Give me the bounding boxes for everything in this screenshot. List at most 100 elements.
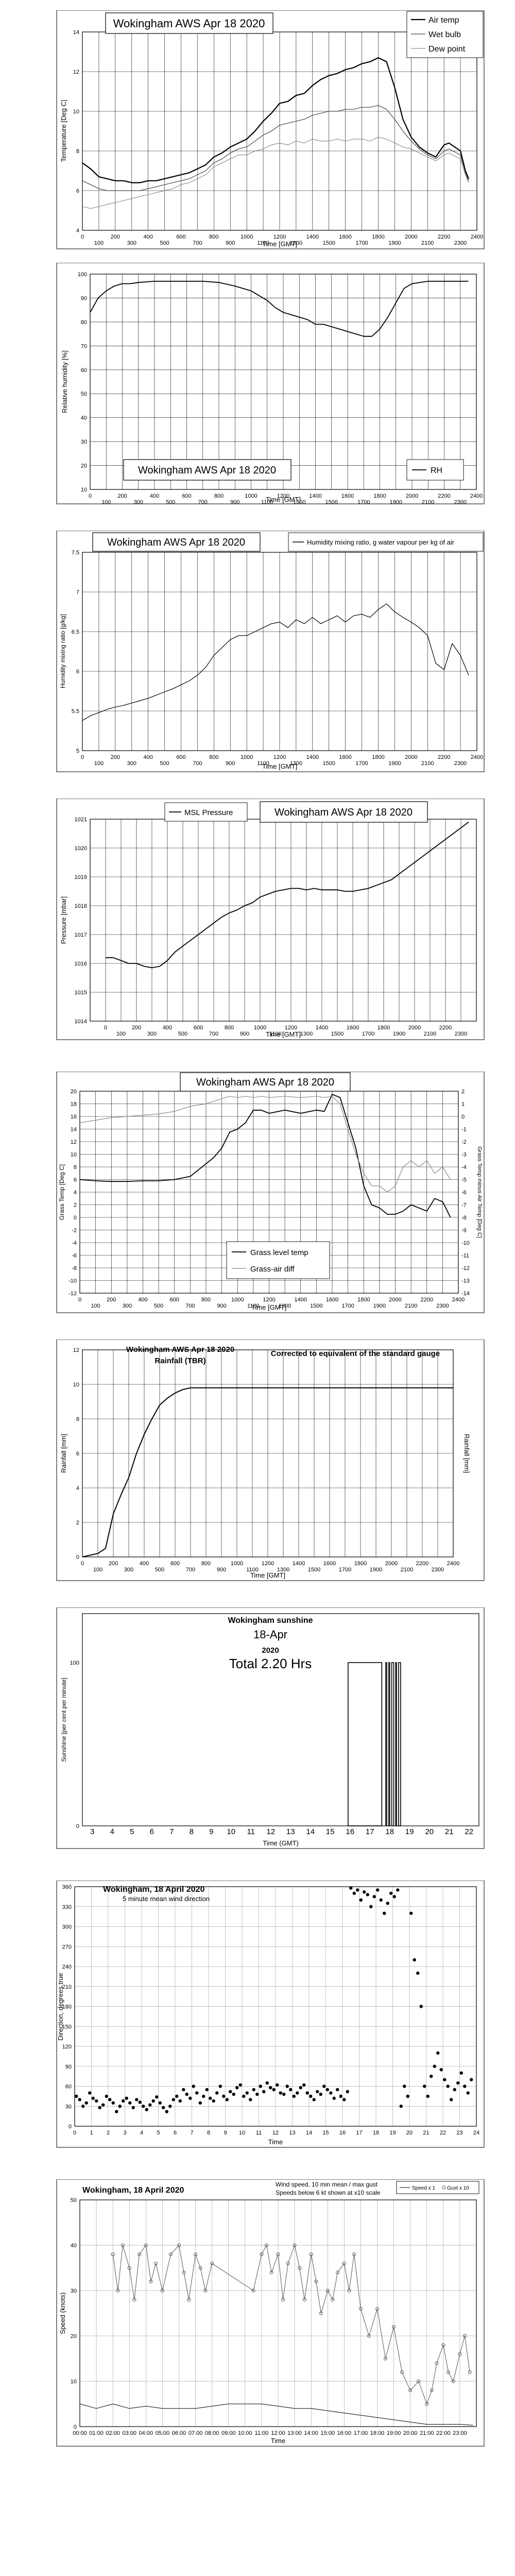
pressure-chart-panel: 1014 1015 1016 1017 1018 1019 1020 1021 0 100 200 3… [0,799,515,1041]
x-tick-label: 1500 [331,1031,344,1037]
y-axis-label: Direction, degrees true [57,1973,64,2041]
y2-tick-label: -13 [461,1278,470,1284]
x-tick-label: 200 [117,493,127,499]
x-tick-label: 11 [256,2130,262,2136]
direction-point [426,2094,430,2098]
y2-tick-label: -11 [461,1253,469,1259]
x-tick-label: 1300 [290,760,302,767]
x-tick-label: 15 [326,1827,335,1836]
direction-point [416,1971,420,1975]
x-tick-label: 400 [138,1297,147,1303]
x-tick-label: 1500 [310,1303,322,1309]
legend-item-rh: RH [412,466,442,475]
y-axis-label: Rainfall [mm] [60,1434,67,1473]
x-tick-label: 1700 [357,499,370,505]
direction-point [91,2096,95,2100]
x-tick-label: 02:00 [106,2430,120,2436]
x-tick-label: 04:00 [139,2430,153,2436]
gust-point [182,2270,186,2275]
x-tick-label: 2 [107,2130,110,2136]
x-tick-label: 1200 [262,1561,274,1567]
direction-point [356,1888,359,1892]
x-tick-label: 600 [182,493,191,499]
x-tick-label: 1600 [339,234,351,240]
direction-point [336,2088,339,2092]
gust-point [425,2402,429,2406]
sunshine-chart: 0 100 3 4 5 6 7 8 9 10 11 12 13 14 15 16 17 18 19 20 21 22 Wo… [56,1607,485,1849]
x-tick-label: 1200 [273,754,286,760]
series-line-grass-level-temp [79,1094,451,1218]
x-tick-label: 300 [127,760,136,767]
gust-point [168,2252,173,2257]
chart-title: Wokingham, 18 April 2020 [103,1885,205,1894]
y-tick-label: 1020 [75,845,87,852]
direction-point [75,2094,78,2098]
y2-tick-label: -3 [461,1152,467,1158]
legend-item-grass-air-diff: Grass-air diff [232,1265,295,1274]
x-tick-label: 1800 [377,1025,390,1031]
direction-point [151,2099,155,2103]
y-tick-label: -2 [72,1228,77,1234]
x-tick-label: 2100 [401,1567,413,1573]
y2-tick-label: 0 [461,1114,465,1120]
y-tick-label: 0 [74,1215,77,1221]
chart-note-2: Speeds below 6 kt shown at x10 scale [276,2189,381,2196]
x-tick-label: 0 [89,493,92,499]
direction-point [409,1911,413,1915]
x-tick-label: 1600 [326,1297,338,1303]
y-tick-label: 4 [74,1190,77,1196]
direction-point [413,1958,416,1962]
x-tick-label: 21 [445,1827,454,1836]
x-tick-label: 2000 [389,1297,401,1303]
x-tick-label: 2200 [438,754,450,760]
direction-point [188,2096,192,2100]
x-axis-label: Time (GMT) [263,1839,299,1847]
y-tick-label: 1017 [75,932,87,938]
x-tick-label: 22:00 [436,2430,451,2436]
y-tick-label: 16 [71,1114,77,1120]
mixing-ratio-chart: 5 5.5 6 6.5 7 7.5 0 100 200 300 400 500 600 700 800 900… [56,531,485,772]
gust-point [392,2325,396,2329]
x-tick-label: 2000 [405,234,417,240]
x-tick-label: 900 [240,1031,249,1037]
x-tick-label: 700 [193,240,202,246]
x-tick-label: 2300 [454,499,467,505]
direction-point [369,1905,373,1908]
y-tick-label: 8 [76,1416,79,1422]
direction-point [105,2094,108,2098]
gust-point [446,2370,450,2374]
direction-point [242,2094,246,2098]
x-tick-label: 1200 [263,1297,275,1303]
x-tick-label: 300 [124,1567,133,1573]
direction-point [198,2101,202,2105]
direction-point [282,2092,286,2096]
direction-point [185,2092,188,2096]
x-tick-label: 2100 [424,1031,436,1037]
x-tick-label: 12:00 [271,2430,285,2436]
y-tick-label: 80 [81,319,87,326]
temperature-chart-panel: 4 6 8 10 12 14 0 100 200 300 400 500 600 700 800 900 100… [0,10,515,250]
x-axis-label: Time [GMT] [262,240,297,248]
series-line-msl-pressure [106,821,469,969]
direction-point [443,2078,447,2081]
y-tick-label: 0 [76,1823,79,1829]
x-tick-label: 400 [150,493,159,499]
y2-tick-label: -6 [461,1190,467,1196]
x-tick-label: 100 [101,499,111,505]
y-tick-label: 100 [78,272,87,278]
x-tick-label: 18 [373,2130,379,2136]
gust-point [127,2266,131,2270]
x-tick-label: 01:00 [89,2430,104,2436]
direction-point [450,2098,453,2102]
y-tick-label: 0 [74,2424,77,2430]
x-tick-label: 1000 [231,1297,244,1303]
x-tick-label: 1900 [388,240,401,246]
x-tick-label: 1900 [388,760,401,767]
x-tick-label: 2200 [421,1297,433,1303]
y-tick-label: 210 [62,1984,72,1990]
gust-point [160,2289,164,2293]
x-tick-label: 2200 [439,1025,452,1031]
y-tick-label: 1018 [75,903,87,909]
y-tick-label: 20 [71,1089,77,1095]
chart-note: Corrected to equivalent of the standard … [271,1349,440,1358]
